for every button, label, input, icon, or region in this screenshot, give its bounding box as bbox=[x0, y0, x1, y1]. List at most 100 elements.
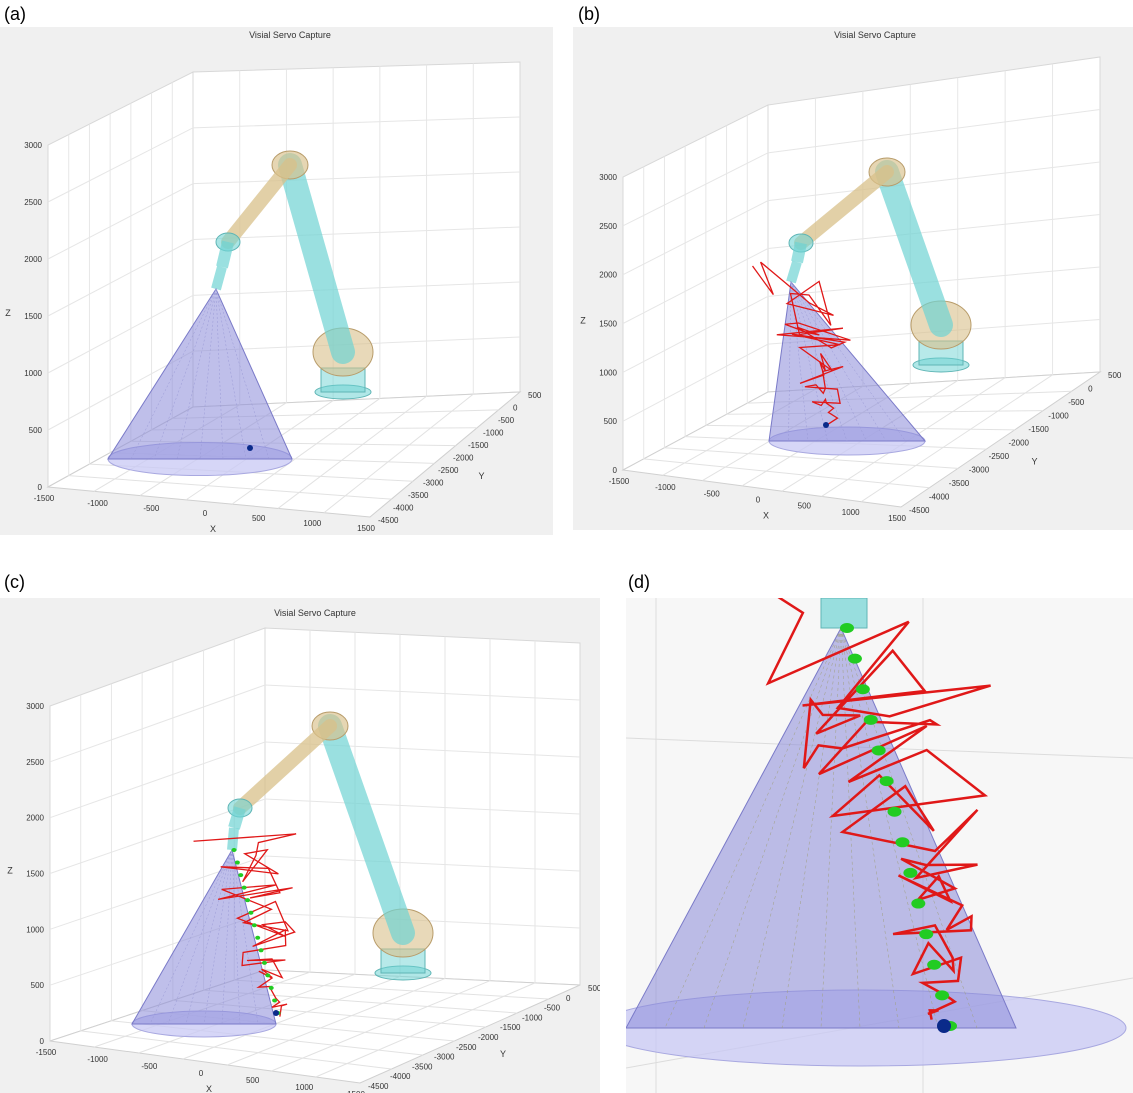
y-tick-label: -3500 bbox=[412, 1062, 433, 1071]
wall-grid-line bbox=[622, 214, 1101, 324]
capture-point bbox=[268, 985, 274, 990]
capture-point bbox=[265, 973, 271, 978]
x-tick-label: -1000 bbox=[87, 499, 108, 508]
cone-ruling-line bbox=[167, 849, 233, 1025]
floor-grid-line bbox=[323, 393, 474, 514]
z-tick-label: 1000 bbox=[26, 925, 44, 934]
floor-grid-line bbox=[315, 982, 536, 1078]
wall-grid-line bbox=[47, 281, 521, 374]
x-tick-label: 0 bbox=[203, 509, 208, 518]
z-tick-label: 0 bbox=[40, 1037, 45, 1046]
y-tick-label: -500 bbox=[544, 1004, 561, 1013]
capture-point bbox=[261, 960, 267, 965]
x-tick-label: -500 bbox=[704, 489, 721, 498]
plot-b-canvas: Visial Servo Capture 0 500 1000 1500 2000 2500… bbox=[580, 30, 1122, 523]
floor-grid-line bbox=[80, 1030, 392, 1070]
capture-point bbox=[255, 935, 261, 940]
capture-point bbox=[241, 885, 247, 890]
z-tick-label: 2000 bbox=[24, 255, 42, 264]
y-tick-label: -2500 bbox=[989, 452, 1010, 461]
wall-grid-line bbox=[49, 684, 581, 763]
wall-grid-line bbox=[622, 109, 1101, 227]
capture-point bbox=[238, 873, 244, 878]
z-tick-label: 3000 bbox=[599, 173, 617, 182]
y-tick-label: -500 bbox=[1068, 398, 1085, 407]
z-tick-label: 500 bbox=[604, 417, 618, 426]
y-tick-label: -2000 bbox=[478, 1033, 499, 1042]
z-tick-label: 0 bbox=[38, 483, 43, 492]
robot-end-effector bbox=[786, 260, 802, 284]
target-point bbox=[823, 422, 829, 428]
floor-grid-line bbox=[664, 447, 958, 469]
y-tick-label: -1000 bbox=[522, 1013, 543, 1022]
z-tick-label: 2500 bbox=[24, 198, 42, 207]
z-tick-label: 1500 bbox=[26, 870, 44, 879]
x-tick-label: 500 bbox=[246, 1076, 260, 1085]
floor-grid-line bbox=[234, 979, 549, 1000]
robot-upper-arm bbox=[318, 714, 415, 945]
capture-point bbox=[272, 998, 278, 1003]
capture-point bbox=[911, 898, 926, 909]
y-tick-label: -1000 bbox=[1048, 412, 1069, 421]
robot-forearm bbox=[794, 165, 894, 250]
floor-grid-line bbox=[226, 978, 446, 1066]
z-tick-label: 2500 bbox=[599, 222, 617, 231]
y-axis-label: Y bbox=[1032, 456, 1038, 466]
y-tick-label: -1000 bbox=[483, 429, 504, 438]
capture-point bbox=[919, 929, 934, 940]
y-tick-label: -4500 bbox=[368, 1082, 389, 1091]
cone-ruling-line bbox=[185, 849, 233, 1025]
x-tick-label: 1500 bbox=[357, 524, 375, 533]
x-tick-label: 1500 bbox=[347, 1090, 365, 1093]
y-tick-label: -3000 bbox=[423, 479, 444, 488]
robot-wrist bbox=[791, 241, 807, 264]
y-tick-label: -3500 bbox=[949, 479, 970, 488]
capture-point bbox=[234, 860, 240, 865]
y-tick-label: -2500 bbox=[456, 1043, 477, 1052]
x-tick-label: -1000 bbox=[655, 483, 676, 492]
capture-point bbox=[871, 745, 886, 756]
robot-wrist bbox=[216, 240, 234, 269]
cone-ruling-line bbox=[215, 288, 224, 460]
floor-grid-line bbox=[861, 374, 1053, 503]
plot-d-canvas bbox=[626, 598, 1133, 1093]
servo-trajectory bbox=[752, 261, 851, 426]
panel-c-label: (c) bbox=[4, 572, 25, 592]
capture-point bbox=[251, 923, 257, 928]
z-tick-label: 2000 bbox=[599, 271, 617, 280]
x-tick-label: 1000 bbox=[842, 508, 860, 517]
y-axis-label: Y bbox=[500, 1049, 506, 1059]
capture-point bbox=[847, 653, 862, 664]
capture-point bbox=[245, 898, 251, 903]
capture-point bbox=[231, 848, 237, 852]
y-tick-label: -4500 bbox=[909, 506, 930, 515]
capture-point bbox=[840, 623, 854, 633]
capture-point bbox=[903, 867, 918, 878]
cone-ruling-line bbox=[199, 288, 217, 460]
plot-c: Visial Servo Capture 0 500 1000 1500 2000 2500… bbox=[0, 598, 600, 1093]
y-tick-label: -1500 bbox=[500, 1023, 521, 1032]
wall-grid-line bbox=[622, 319, 1101, 422]
cone-ruling-line bbox=[149, 849, 233, 1025]
robot-wrist bbox=[228, 806, 246, 830]
y-tick-label: 500 bbox=[588, 984, 600, 993]
robot-forearm bbox=[221, 158, 297, 249]
x-axis-label: X bbox=[206, 1084, 212, 1093]
capture-point bbox=[927, 959, 942, 970]
z-tick-label: 0 bbox=[613, 466, 618, 475]
capture-point bbox=[879, 776, 894, 787]
floor-grid-line bbox=[68, 475, 392, 500]
y-tick-label: 0 bbox=[513, 404, 518, 413]
y-tick-label: -1500 bbox=[468, 441, 489, 450]
capture-point bbox=[935, 990, 950, 1001]
capture-point bbox=[855, 684, 870, 695]
x-tick-label: 1000 bbox=[295, 1083, 313, 1092]
vision-cone bbox=[107, 287, 293, 460]
x-tick-label: 1500 bbox=[888, 514, 906, 523]
x-tick-label: 500 bbox=[798, 502, 812, 511]
x-tick-label: -500 bbox=[143, 504, 160, 513]
floor-grid-line bbox=[231, 398, 381, 505]
target-point bbox=[247, 445, 253, 451]
y-tick-label: -4000 bbox=[929, 493, 950, 502]
chart-title: Visial Servo Capture bbox=[834, 30, 916, 40]
